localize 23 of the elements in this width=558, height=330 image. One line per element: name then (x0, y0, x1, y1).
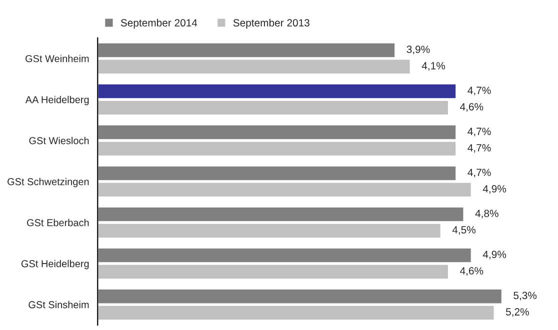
data-label: 4,9% (482, 250, 506, 260)
data-label: 4,6% (460, 103, 484, 112)
y-tick-label: AA Heidelberg (25, 96, 89, 106)
data-label: 4,9% (482, 185, 506, 194)
data-label: 5,3% (514, 292, 537, 300)
data-label: 4,5% (452, 226, 476, 235)
y-tick-label: GSt Weinheim (26, 54, 89, 62)
data-label: 4,6% (460, 267, 484, 276)
data-label: 5,2% (506, 308, 529, 317)
data-label: 4,8% (475, 210, 498, 218)
data-label: 4,7% (468, 144, 491, 153)
y-tick-label: GSt Eberbach (27, 218, 89, 226)
y-tick-label: GSt Wiesloch (29, 136, 89, 144)
legend-label: September 2014 (120, 18, 198, 29)
data-label: 4,7% (468, 168, 491, 178)
data-label: 4,7% (468, 128, 491, 136)
data-label: 4,7% (468, 86, 491, 96)
y-tick-label: GSt Sinsheim (28, 300, 89, 308)
y-tick-label: GSt Heidelberg (21, 260, 89, 270)
y-tick-label: GSt Schwetzingen (8, 178, 89, 188)
legend-label: September 2013 (233, 18, 310, 29)
data-label: 3,9% (406, 46, 430, 54)
data-label: 4,1% (422, 62, 445, 71)
